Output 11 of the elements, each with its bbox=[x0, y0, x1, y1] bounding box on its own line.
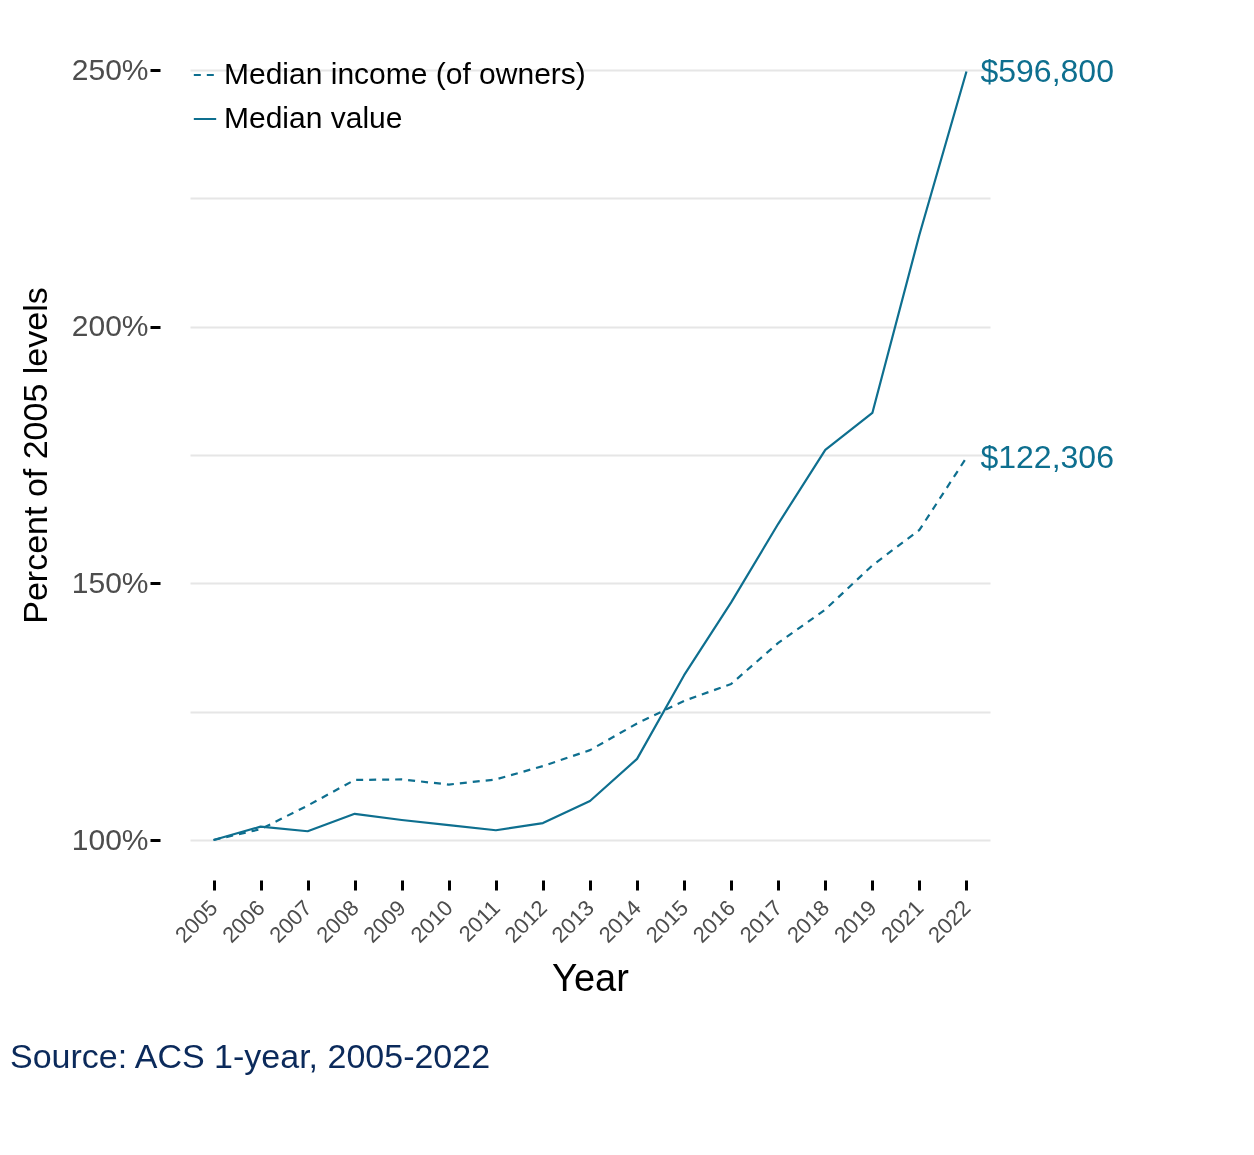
legend-label: Median value bbox=[224, 101, 403, 134]
y-tick-label: 150% bbox=[71, 565, 149, 599]
y-tick-label: 100% bbox=[71, 822, 149, 856]
y-axis-title: Percent of 2005 levels bbox=[15, 287, 54, 624]
annotation: $122,306 bbox=[980, 438, 1114, 475]
legend-label: Median income (of owners) bbox=[224, 57, 586, 90]
source-note: Source: ACS 1-year, 2005-2022 bbox=[10, 1037, 491, 1075]
y-tick-label: 200% bbox=[71, 309, 149, 343]
x-axis-title: Year bbox=[552, 956, 630, 999]
annotation: $596,800 bbox=[980, 52, 1114, 89]
y-tick-label: 250% bbox=[71, 52, 149, 86]
